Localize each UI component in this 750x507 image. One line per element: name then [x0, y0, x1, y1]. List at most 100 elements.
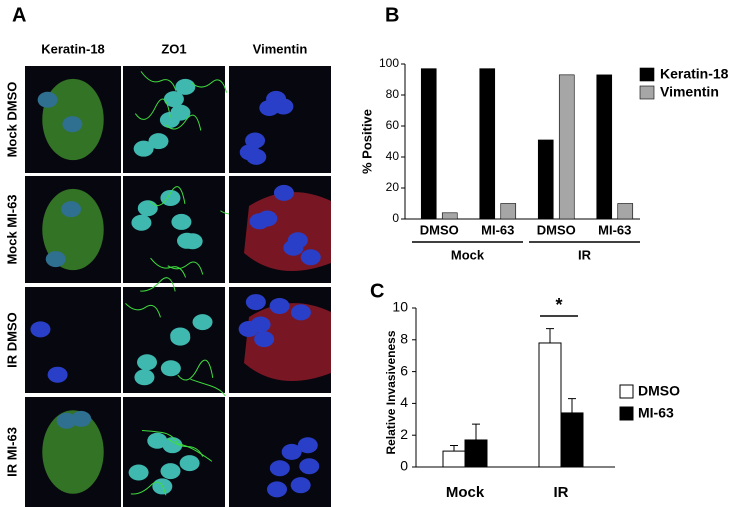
- nucleus: [160, 189, 181, 206]
- panel-label: B: [385, 4, 399, 26]
- legend-swatch: [619, 406, 634, 421]
- bar: [558, 74, 575, 220]
- nucleus: [160, 463, 181, 480]
- legend-swatch: [639, 67, 655, 82]
- nucleus: [269, 297, 290, 314]
- bar: [560, 412, 584, 468]
- nucleus: [171, 213, 192, 230]
- zo1-junction: [191, 79, 228, 93]
- zo1-junction: [150, 257, 187, 278]
- nucleus: [283, 239, 304, 256]
- annotation: *: [555, 295, 562, 315]
- bar: [500, 203, 517, 220]
- nucleus: [147, 432, 168, 449]
- bar: [464, 439, 488, 468]
- zo1-junction: [165, 114, 202, 131]
- nucleus: [250, 316, 271, 333]
- legend-swatch: [639, 85, 655, 100]
- x-tick-label: MI-63: [598, 222, 631, 237]
- column-label: Keratin-18: [41, 41, 105, 56]
- nucleus: [56, 412, 77, 429]
- zo1-junction: [130, 481, 167, 496]
- bar: [537, 139, 554, 220]
- y-axis-label: Relative Invasiveness: [384, 330, 398, 454]
- nucleus: [137, 354, 158, 371]
- nucleus: [62, 116, 83, 133]
- panel-label: A: [12, 4, 26, 26]
- nucleus: [299, 458, 320, 475]
- nucleus: [134, 369, 155, 386]
- y-axis-label: % Positive: [359, 109, 374, 174]
- error-bar: [546, 328, 554, 343]
- zo1-junction: [134, 98, 171, 120]
- nucleus: [61, 201, 82, 218]
- panel-label: C: [370, 280, 384, 302]
- nucleus: [137, 200, 158, 217]
- zo1-junction: [141, 429, 178, 443]
- zo1-junction: [177, 359, 214, 381]
- bar: [420, 68, 437, 220]
- nucleus: [269, 460, 290, 477]
- zo1-junction: [125, 303, 161, 318]
- nucleus: [128, 464, 149, 481]
- row-label: Mock DMSO: [4, 82, 19, 158]
- group-label: IR: [578, 247, 592, 262]
- nucleus: [133, 140, 154, 157]
- nucleus: [131, 214, 152, 231]
- bar: [617, 203, 634, 220]
- nucleus: [254, 331, 275, 348]
- nucleus: [37, 91, 58, 108]
- y-tick-label: 100: [379, 56, 399, 70]
- error-bar: [472, 423, 480, 440]
- bar: [442, 450, 466, 468]
- x-tick-label: DMSO: [537, 222, 576, 237]
- nucleus: [148, 133, 169, 150]
- bar: [538, 342, 562, 468]
- nucleus: [160, 360, 181, 377]
- nucleus: [249, 213, 270, 230]
- column-label: ZO1: [161, 41, 186, 56]
- bar: [596, 74, 613, 220]
- keratin-stain: [42, 410, 104, 494]
- column-label: Vimentin: [253, 41, 308, 56]
- nucleus: [47, 366, 68, 383]
- y-tick-label: 0: [400, 458, 408, 474]
- nucleus: [163, 91, 184, 108]
- nucleus: [162, 437, 183, 454]
- nucleus: [245, 294, 266, 311]
- nucleus: [170, 329, 191, 346]
- row-label: IR MI-63: [4, 427, 19, 477]
- y-tick-label: 40: [386, 149, 400, 163]
- bar: [479, 68, 496, 220]
- legend-label: DMSO: [638, 383, 680, 399]
- nucleus: [290, 304, 311, 321]
- y-tick-label: 0: [392, 211, 399, 225]
- zo1-junction: [140, 277, 176, 292]
- row-label: Mock MI-63: [4, 194, 19, 264]
- nucleus: [192, 314, 213, 331]
- micrographs: [25, 66, 331, 507]
- legend-label: MI-63: [638, 405, 674, 421]
- nucleus: [273, 184, 294, 201]
- nucleus: [259, 99, 280, 116]
- nucleus: [239, 144, 260, 161]
- micrograph: [25, 287, 121, 393]
- legend-label: Keratin-18: [660, 66, 729, 82]
- nucleus: [281, 443, 302, 460]
- nucleus: [30, 321, 51, 338]
- nucleus: [177, 232, 198, 249]
- zo1-junction: [190, 378, 226, 397]
- nucleus: [300, 249, 321, 266]
- legend-swatch: [619, 384, 634, 399]
- x-tick-label: IR: [554, 484, 569, 501]
- zo1-junction: [140, 71, 177, 91]
- group-label: Mock: [451, 247, 485, 262]
- y-tick-label: 80: [386, 87, 400, 101]
- zo1-junction: [167, 261, 204, 275]
- zo1-junction: [149, 186, 186, 207]
- nucleus: [290, 477, 311, 494]
- y-tick-label: 20: [386, 180, 400, 194]
- nucleus: [179, 455, 200, 472]
- error-bar: [450, 445, 458, 452]
- legend-label: Vimentin: [660, 84, 719, 100]
